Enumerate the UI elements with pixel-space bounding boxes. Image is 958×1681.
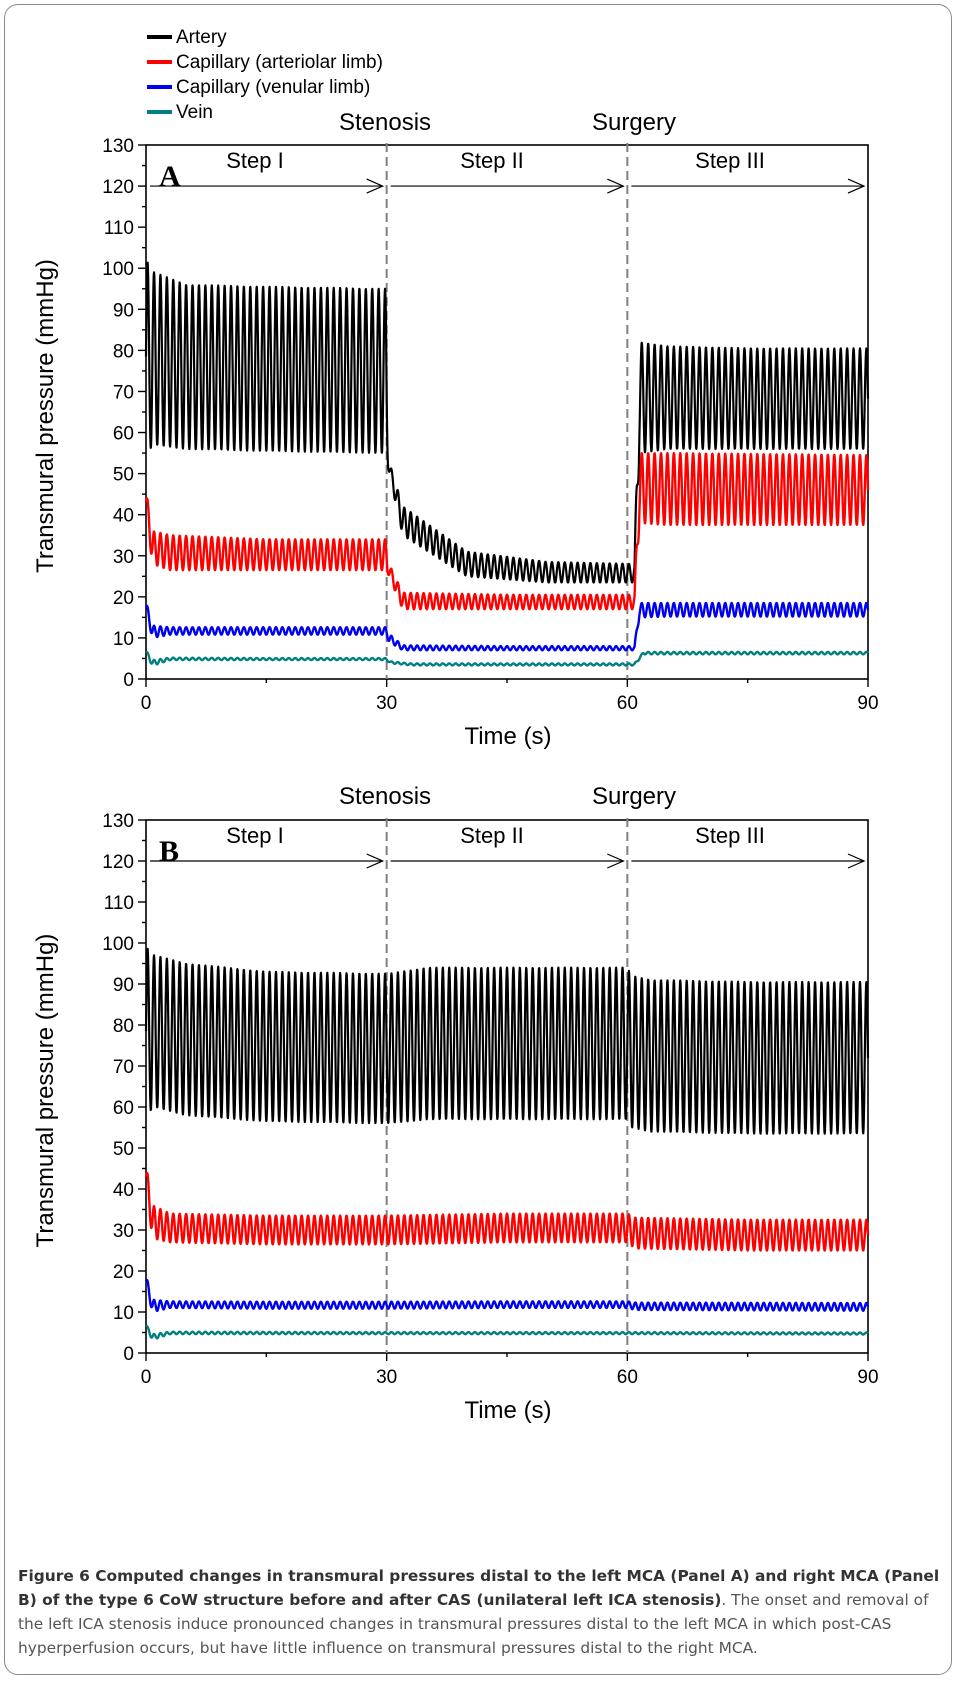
y-tick-label: 10 (113, 1303, 134, 1324)
surgery-label: Surgery (592, 783, 676, 810)
step-label: Step II (460, 823, 524, 848)
stenosis-label: Stenosis (339, 109, 431, 136)
series-line-capillary-venular-limb (144, 1278, 870, 1313)
y-tick-label: 20 (113, 588, 134, 609)
y-tick-label: 110 (104, 218, 134, 239)
y-tick-label: 50 (113, 1139, 134, 1160)
stenosis-label: Stenosis (339, 783, 431, 810)
y-tick-label: 70 (113, 1057, 134, 1078)
series-line-capillary-arteriolar-limb (144, 1171, 870, 1252)
x-tick-label: 90 (857, 693, 878, 714)
x-tick-label: 0 (141, 1367, 152, 1388)
step-label: Step I (226, 823, 283, 848)
y-tick-label: 70 (113, 382, 134, 403)
surgery-label: Surgery (592, 109, 676, 136)
y-tick-label: 30 (113, 547, 134, 568)
y-tick-label: 90 (113, 300, 134, 321)
panel-b-chart: Stenosis Surgery 0 10 20 30 40 50 60 70 80 90 100 110… (32, 783, 879, 1424)
y-tick-label: 10 (113, 629, 134, 650)
x-axis-title: Time (s) (464, 1397, 551, 1424)
series-line-artery (144, 947, 870, 1135)
series-line-capillary-arteriolar-limb (144, 451, 870, 611)
step-arrow-head (607, 853, 625, 869)
step-arrow-head (366, 178, 385, 194)
figure-canvas: Artery Capillary (arteriolar limb) Capilla… (32, 27, 879, 1424)
step-label: Step III (695, 823, 765, 848)
y-tick-label: 60 (113, 424, 134, 445)
legend-label: Capillary (venular limb) (176, 77, 370, 98)
legend-label: Capillary (arteriolar limb) (176, 52, 383, 73)
panel-letter: A (159, 160, 181, 193)
series-line-artery (144, 261, 870, 584)
y-tick-label: 110 (104, 893, 134, 914)
y-tick-label: 0 (123, 670, 134, 691)
step-label: Step II (460, 148, 524, 173)
x-tick-label: 30 (376, 1367, 397, 1388)
x-tick-label: 90 (857, 1367, 878, 1388)
y-axis-title: Transmural pressure (mmHg) (32, 934, 59, 1248)
panel-letter: B (159, 835, 179, 868)
y-tick-label: 0 (123, 1344, 134, 1365)
y-tick-label: 130 (102, 811, 134, 832)
y-tick-label: 80 (113, 1016, 134, 1037)
y-tick-label: 40 (113, 506, 134, 527)
series-line-vein (145, 650, 869, 667)
y-tick-label: 80 (113, 341, 134, 362)
x-axis-title: Time (s) (464, 723, 551, 750)
x-tick-label: 60 (617, 1367, 638, 1388)
step-arrow-head (847, 853, 866, 869)
x-tick-label: 30 (376, 693, 397, 714)
step-arrow-head (607, 178, 625, 194)
x-tick-label: 60 (617, 693, 638, 714)
y-tick-label: 50 (113, 465, 134, 486)
series-line-capillary-venular-limb (144, 601, 870, 652)
y-tick-label: 30 (113, 1221, 134, 1242)
figure-frame (4, 4, 952, 1675)
series-line-vein (145, 1324, 869, 1340)
legend: Artery Capillary (arteriolar limb) Capilla… (147, 27, 383, 123)
caption-title: Figure 6 Computed changes in transmural … (18, 1567, 940, 1609)
panel-a-chart: Stenosis Surgery 0 10 20 30 40 50 60 70 80 90 100 110… (32, 109, 879, 750)
y-tick-label: 40 (113, 1180, 134, 1201)
step-arrow-head (847, 178, 866, 194)
x-tick-label: 0 (141, 693, 152, 714)
y-tick-label: 90 (113, 975, 134, 996)
caption-body: . The onset and removal of the left ICA … (18, 1591, 929, 1657)
y-tick-label: 60 (113, 1098, 134, 1119)
step-label: Step III (695, 148, 765, 173)
legend-label: Artery (176, 27, 227, 48)
y-tick-label: 100 (102, 934, 134, 955)
y-axis-title: Transmural pressure (mmHg) (32, 259, 59, 573)
figure-caption: Figure 6 Computed changes in transmural … (18, 1564, 940, 1660)
legend-label: Vein (176, 102, 213, 123)
y-tick-label: 20 (113, 1262, 134, 1283)
y-tick-label: 120 (102, 852, 134, 873)
y-tick-label: 100 (102, 259, 134, 280)
y-tick-label: 120 (102, 177, 134, 198)
step-label: Step I (226, 148, 283, 173)
step-arrow-head (366, 853, 385, 869)
y-tick-label: 130 (102, 136, 134, 157)
